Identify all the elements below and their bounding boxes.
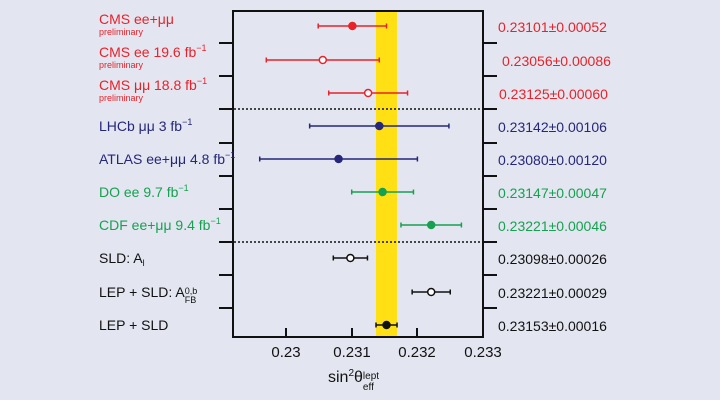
data-point xyxy=(265,55,381,65)
data-point xyxy=(332,253,369,263)
label-sup: −1 xyxy=(178,183,189,193)
label-text: CDF ee+μμ 9.4 fb xyxy=(99,217,211,233)
x-tick-label: 0.23 xyxy=(271,344,301,361)
value-cdf: 0.23221±0.00046 xyxy=(498,218,607,234)
x-tick-label: 0.231 xyxy=(333,344,371,361)
left-ticks xyxy=(219,42,233,309)
x-axis-label: sin2θ lept eff xyxy=(328,368,379,393)
row-label-d0: DO ee 9.7 fb−1 xyxy=(99,183,189,200)
xlabel-sin: sin xyxy=(328,369,349,386)
value-atlas: 0.23080±0.00120 xyxy=(498,152,607,168)
data-point xyxy=(327,88,409,98)
row-label-atlas: ATLAS ee+μμ 4.8 fb−1 xyxy=(99,150,236,167)
label-text: CMS ee+μμ xyxy=(99,11,174,27)
right-ticks xyxy=(483,42,497,309)
value-cms-mumu: 0.23125±0.00060 xyxy=(499,86,608,102)
data-points xyxy=(258,21,463,330)
label-text: SLD: A xyxy=(99,250,143,266)
row-label-cms-mumu: CMS μμ 18.8 fb−1 preliminary xyxy=(99,76,208,104)
label-sub: FB xyxy=(184,295,197,305)
row-label-lep-sld-afb: LEP + SLD: A 0,b FB xyxy=(99,285,197,305)
row-label-lhcb: LHCb μμ 3 fb−1 xyxy=(99,117,193,134)
row-label-sld: SLD: Al xyxy=(99,250,145,268)
preliminary-note: preliminary xyxy=(99,93,144,103)
value-lep-sld: 0.23153±0.00016 xyxy=(498,318,607,334)
preliminary-note: preliminary xyxy=(99,60,144,70)
x-tick-label: 0.232 xyxy=(398,344,436,361)
data-point xyxy=(400,220,463,230)
preliminary-note: preliminary xyxy=(99,27,144,37)
label-text: DO ee 9.7 fb xyxy=(99,184,179,200)
label-sub: l xyxy=(142,258,145,268)
data-point xyxy=(375,320,398,330)
label-text: ATLAS ee+μμ 4.8 fb xyxy=(99,151,225,167)
row-label-cdf: CDF ee+μμ 9.4 fb−1 xyxy=(99,216,221,233)
label-sup: −1 xyxy=(210,216,221,226)
value-cms-combined: 0.23101±0.00052 xyxy=(498,19,607,35)
data-point xyxy=(411,287,451,297)
value-lep-sld-afb: 0.23221±0.00029 xyxy=(498,285,607,301)
label-text: LHCb μμ 3 fb xyxy=(99,118,183,134)
label-text: CMS μμ 18.8 fb xyxy=(99,77,197,93)
xlabel-square: 2 xyxy=(348,368,355,379)
label-text: CMS ee 19.6 fb xyxy=(99,44,197,60)
label-sup: −1 xyxy=(182,117,193,127)
xlabel-eff: eff xyxy=(362,382,374,393)
label-sup: −1 xyxy=(225,150,236,160)
value-cms-ee: 0.23056±0.00086 xyxy=(502,53,611,69)
label-sup: −1 xyxy=(196,76,208,86)
xlabel-lept: lept xyxy=(362,371,380,382)
label-text: LEP + SLD: A xyxy=(99,284,185,300)
value-lhcb: 0.23142±0.00106 xyxy=(498,119,607,135)
data-point xyxy=(317,21,388,31)
data-point xyxy=(308,121,450,131)
data-point xyxy=(350,187,415,197)
label-sup: 0,b xyxy=(184,286,198,296)
x-axis-ticks xyxy=(285,328,418,337)
x-tick-label: 0.233 xyxy=(464,344,502,361)
plot-frame xyxy=(232,10,484,338)
row-label-cms-combined: CMS ee+μμ preliminary xyxy=(99,12,174,37)
label-text: LEP + SLD xyxy=(99,317,169,333)
row-label-lep-sld: LEP + SLD xyxy=(99,318,168,332)
value-d0: 0.23147±0.00047 xyxy=(498,185,607,201)
row-label-cms-ee: CMS ee 19.6 fb−1 preliminary xyxy=(99,43,207,71)
xlabel-theta: θ xyxy=(354,369,363,386)
value-sld: 0.23098±0.00026 xyxy=(498,251,607,267)
data-point xyxy=(258,154,419,164)
label-sup: −1 xyxy=(196,43,207,53)
